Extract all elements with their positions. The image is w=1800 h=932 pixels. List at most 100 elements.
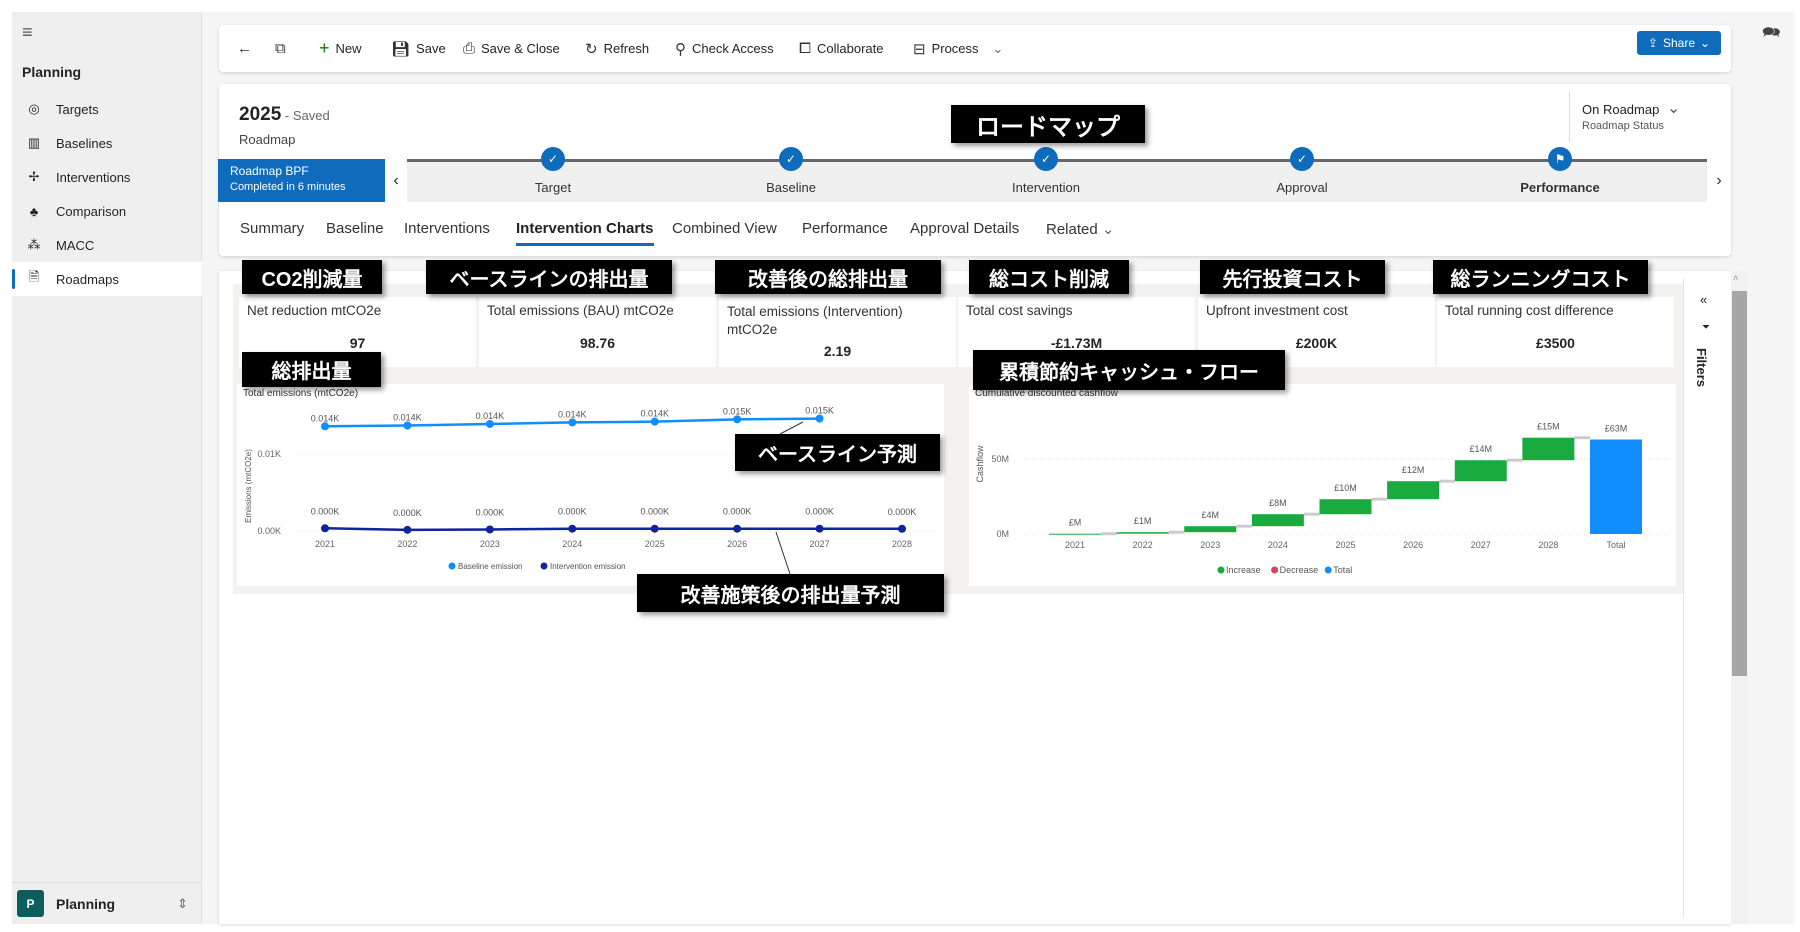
y-axis-label: Emissions (mtCO2e) (244, 449, 253, 523)
check-access-label: Check Access (692, 41, 774, 56)
tab-intervention-charts[interactable]: Intervention Charts (516, 220, 654, 246)
bpf-summary[interactable]: Roadmap BPF Completed in 6 minutes (218, 159, 385, 202)
tab-related[interactable]: Related ⌄ (1046, 220, 1114, 238)
annotation-co2: CO2削減量 (242, 260, 382, 294)
stage-baseline-check-icon[interactable]: ✓ (779, 147, 803, 171)
popout-button[interactable]: ⧉ (275, 25, 286, 72)
save-button[interactable]: 💾︎ Save (391, 25, 446, 72)
popout-icon: ⧉ (275, 40, 286, 57)
sidebar-item-targets[interactable]: ◎ Targets (12, 92, 202, 126)
x-tick-label: 2023 (1200, 540, 1220, 550)
bpf-name: Roadmap BPF (230, 164, 309, 178)
new-button[interactable]: + New (319, 25, 362, 72)
x-tick-label: 2028 (892, 539, 912, 549)
tab-baseline[interactable]: Baseline (326, 220, 384, 237)
hamburger-icon[interactable]: ≡ (22, 22, 33, 42)
sidebar-item-roadmaps[interactable]: 🗎 Roadmaps (12, 262, 202, 296)
area-switcher[interactable]: P Planning ⇕ (12, 882, 202, 924)
x-tick-label: 2021 (315, 539, 335, 549)
chart-title: Total emissions (mtCO2e) (243, 388, 359, 399)
data-label: £14M (1469, 444, 1492, 454)
save-status: - Saved (284, 108, 330, 123)
scrollbar[interactable]: ˄ (1731, 271, 1748, 924)
back-arrow-icon: ← (237, 40, 252, 57)
process-label: Process (931, 41, 979, 56)
series-line-1 (324, 527, 903, 532)
area-label: Planning (56, 895, 116, 912)
kpi-title: Net reduction mtCO2e (247, 303, 382, 318)
stage-performance-flag-icon[interactable]: ⚑ (1548, 147, 1572, 171)
sidebar-item-label: Comparison (56, 203, 127, 219)
collapse-icon[interactable]: « (1700, 292, 1708, 307)
macc-icon: ⁂ (27, 237, 41, 252)
bpf-completed: Completed in 6 minutes (230, 181, 346, 193)
bar-2022 (1116, 532, 1169, 534)
x-tick-label: 2026 (1403, 540, 1423, 550)
process-icon: ⊟ (913, 40, 926, 58)
stage-label: Intervention (1012, 180, 1080, 195)
tab-combined-view[interactable]: Combined View (672, 220, 777, 237)
stage-intervention-check-icon[interactable]: ✓ (1034, 147, 1058, 171)
data-label: 0.015K (723, 406, 752, 416)
bpf-next-button[interactable]: › (1707, 159, 1731, 202)
legend-marker (448, 562, 456, 570)
tab-interventions[interactable]: Interventions (404, 220, 490, 237)
kpi-value: -£1.73M (1050, 335, 1103, 351)
command-bar: ← ⧉ + New 💾︎ Save ⎙ Save & Close ↻ Refresh ⚲… (219, 25, 1731, 72)
sidebar-item-baselines[interactable]: ▥ Baselines (12, 126, 202, 160)
stage-approval-check-icon[interactable]: ✓ (1290, 147, 1314, 171)
y-tick-label: 0.01K (257, 449, 281, 459)
kpi-running-cost-difference: Total running cost difference £3500 (1437, 297, 1674, 367)
data-label: 0.000K (311, 506, 340, 516)
y-tick-label: 0.00K (257, 526, 281, 536)
share-button[interactable]: ⇪ Share ⌄ (1637, 31, 1721, 55)
save-close-icon: ⎙ (463, 40, 476, 57)
data-point (321, 422, 329, 431)
data-label: £12M (1402, 465, 1425, 475)
save-label: Save (416, 41, 446, 56)
sidebar-item-macc[interactable]: ⁂ MACC (12, 228, 202, 262)
bar-2024 (1251, 514, 1304, 527)
key-icon: ⚲ (675, 40, 686, 58)
sidebar-item-interventions[interactable]: ✢ Interventions (12, 160, 202, 194)
stage-label: Target (534, 180, 572, 195)
kpi-total-emissions-bau: Total emissions (BAU) mtCO2e 98.76 (479, 297, 716, 367)
check-access-button[interactable]: ⚲ Check Access (675, 25, 774, 72)
share-icon: ⇪ (1647, 36, 1658, 50)
intervention-icon: ✢ (28, 169, 40, 184)
annotation-upfront: 先行投資コスト (1200, 260, 1385, 294)
x-tick-label: 2024 (1268, 540, 1288, 550)
filters-pane[interactable]: « ⏷ Filters (1683, 278, 1731, 918)
roadmap-status-field[interactable]: On Roadmap Roadmap Status (1569, 92, 1664, 142)
chat-icon[interactable]: 🗪︎ (1762, 24, 1781, 41)
tab-summary[interactable]: Summary (240, 220, 305, 237)
save-close-label: Save & Close (481, 41, 560, 56)
entity-name: Roadmap (239, 132, 296, 147)
data-point (898, 524, 906, 533)
tab-performance[interactable]: Performance (802, 220, 888, 237)
collaborate-button[interactable]: ⧠ Collaborate (799, 25, 884, 72)
save-icon: 💾︎ (391, 40, 411, 58)
chevron-down-icon[interactable]: ⌄ (1667, 100, 1681, 117)
back-button[interactable]: ← (237, 25, 252, 72)
save-close-button[interactable]: ⎙ Save & Close (463, 25, 560, 72)
chevron-down-icon: ⌄ (1101, 221, 1115, 238)
bar-2023 (1184, 526, 1237, 533)
bpf-prev-button[interactable]: ‹ (385, 159, 407, 202)
annotation-intervention-forecast: 改善施策後の排出量予測 (637, 574, 944, 612)
scrollbar-thumb[interactable] (1732, 291, 1747, 676)
sidebar-item-comparison[interactable]: ♣ Comparison (12, 194, 202, 228)
chevron-down-icon: ⌄ (992, 40, 1004, 56)
status-value: On Roadmap (1582, 102, 1660, 117)
leader-line (775, 531, 791, 575)
data-point (403, 525, 412, 534)
leader-line (779, 421, 804, 435)
tab-approval-details[interactable]: Approval Details (910, 220, 1020, 237)
refresh-button[interactable]: ↻ Refresh (585, 25, 649, 72)
kpi-title: Total running cost difference (1445, 303, 1614, 318)
stage-target-check-icon[interactable]: ✓ (541, 147, 565, 171)
legend-label: Total (1333, 565, 1352, 575)
bpf-bar (218, 159, 1731, 202)
process-button[interactable]: ⊟ Process ⌄ (913, 25, 1003, 72)
